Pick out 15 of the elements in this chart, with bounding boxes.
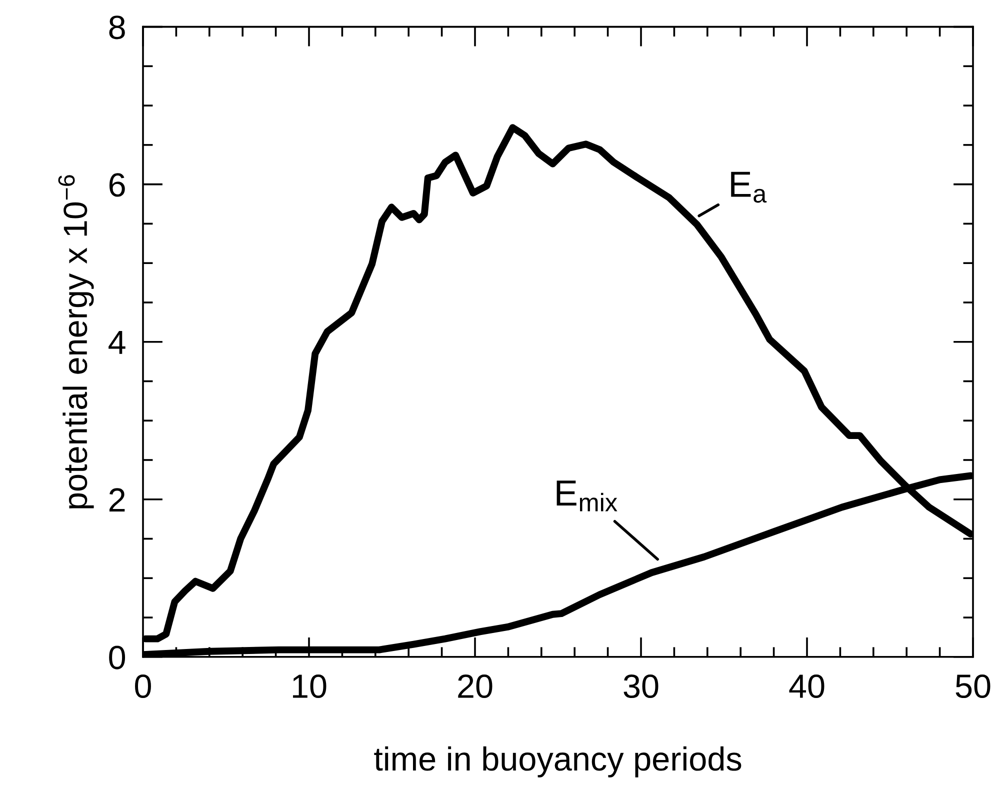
y-tick-label: 2	[109, 488, 125, 512]
annotation: E$_{mix}$	[556, 480, 618, 512]
y-tick-label: 4	[108, 331, 126, 354]
x-tick-label: 50	[956, 674, 990, 698]
x-tick-label: 0	[135, 674, 151, 698]
x-tick-label: 40	[789, 674, 824, 698]
x-tick-label: 10	[293, 674, 326, 698]
annotation: E$_{a}$	[731, 172, 767, 203]
y-axis-title: potential energy x 10$^{−6}$	[58, 175, 94, 508]
y-tick-label: 8	[109, 16, 125, 40]
x-tick-label: 30	[624, 674, 658, 698]
y-tick-label: 6	[109, 173, 125, 197]
x-tick-label: 20	[458, 674, 492, 698]
x-axis-title: time in buoyancy periods	[374, 746, 742, 778]
y-tick-label: 0	[109, 646, 126, 670]
